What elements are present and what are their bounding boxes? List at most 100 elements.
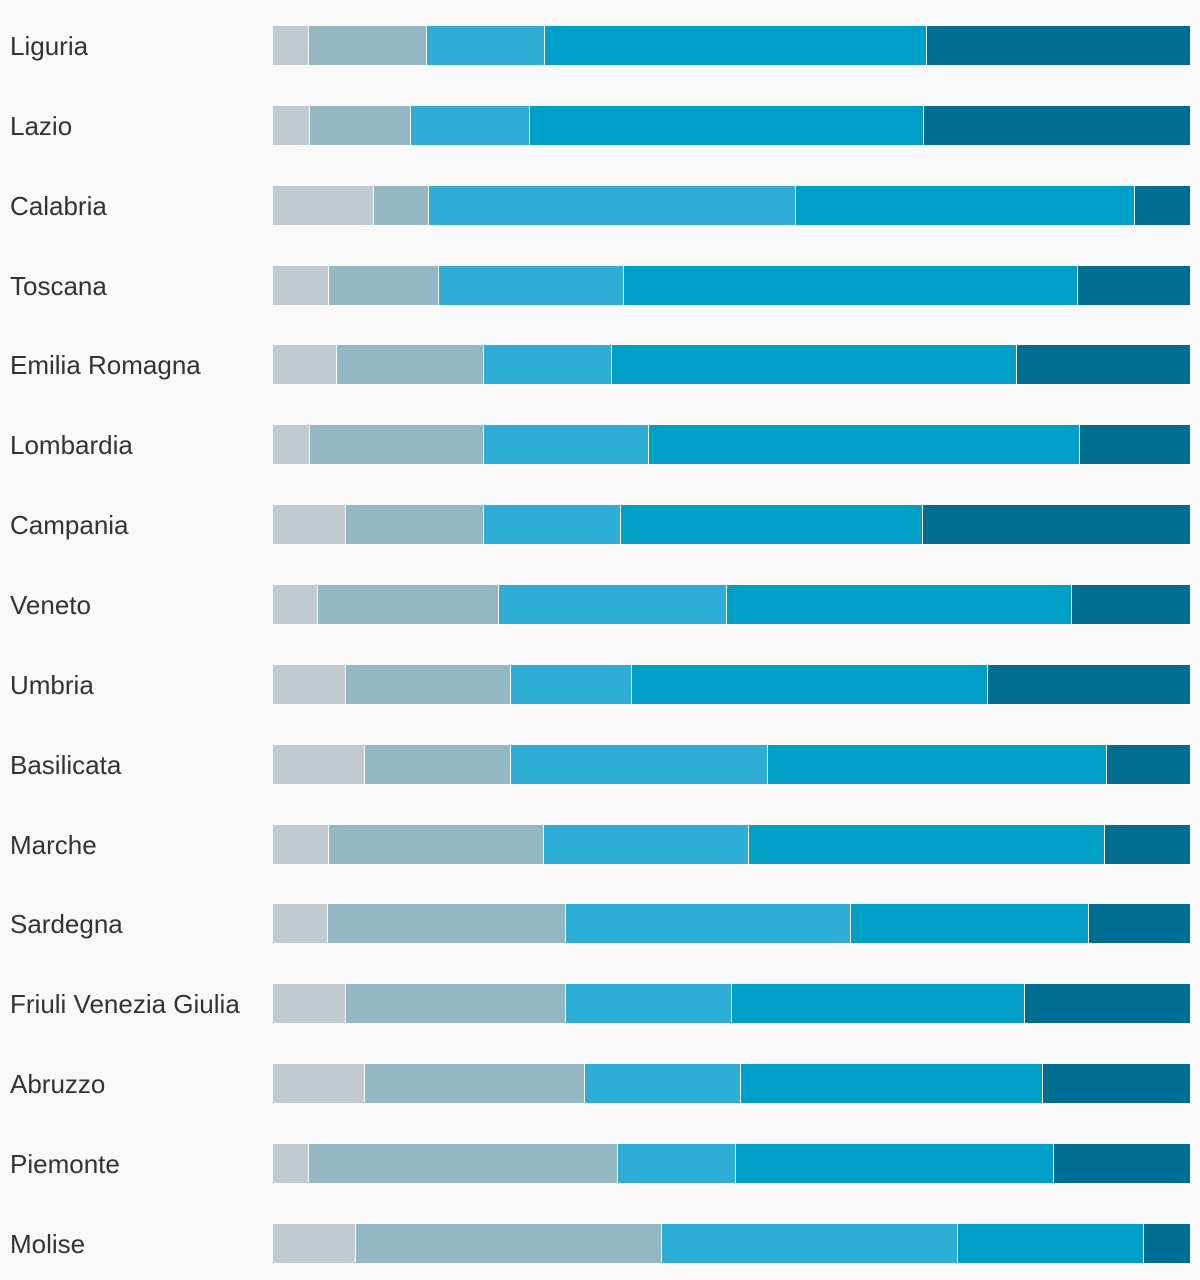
- bar-segment-3: [427, 26, 545, 65]
- chart-row: Piemonte: [0, 1143, 1200, 1184]
- bar-segment-1: [273, 744, 365, 784]
- bar-segment-5: [1078, 265, 1190, 305]
- bar-segment-4: [621, 505, 923, 545]
- bar-segment-3: [484, 345, 612, 385]
- stacked-bar: [273, 345, 1190, 385]
- category-label: Basilicata: [10, 749, 122, 780]
- bar-segment-5: [988, 664, 1190, 704]
- bar-segment-4: [749, 824, 1105, 864]
- bar-segment-3: [429, 185, 796, 225]
- bar-segment-3: [411, 105, 530, 145]
- bar-segment-1: [273, 824, 329, 864]
- bar-segment-2: [346, 505, 484, 545]
- bar-segment-1: [273, 505, 346, 545]
- bar-segment-2: [309, 1143, 618, 1183]
- bar-segment-2: [337, 345, 484, 385]
- bar-segment-2: [310, 425, 484, 465]
- category-label: Liguria: [10, 31, 89, 61]
- stacked-bar: [273, 425, 1190, 465]
- bar-segment-1: [273, 584, 318, 624]
- stacked-bar: [273, 824, 1190, 865]
- stacked-bar: [273, 664, 1190, 705]
- stacked-bar: [273, 984, 1190, 1024]
- bar-segment-5: [1017, 345, 1190, 385]
- bar-segment-2: [328, 904, 566, 944]
- chart-row: Molise: [0, 1223, 1200, 1264]
- bar-segment-5: [1089, 904, 1190, 944]
- chart-row: Liguria: [0, 26, 1200, 66]
- stacked-bar: [273, 584, 1190, 625]
- category-label: Piemonte: [10, 1148, 120, 1179]
- bar-segment-5: [1144, 1223, 1190, 1263]
- bar-segment-2: [318, 584, 499, 624]
- bar-segment-5: [923, 505, 1190, 545]
- bar-segment-3: [499, 584, 727, 624]
- bar-segment-5: [1043, 1064, 1190, 1103]
- stacked-bar: [273, 185, 1190, 226]
- bar-segment-3: [544, 824, 749, 864]
- stacked-bar: [273, 1143, 1190, 1184]
- chart-row: Calabria: [0, 185, 1200, 226]
- bar-segment-5: [1080, 425, 1190, 465]
- chart-row: Lombardia: [0, 425, 1200, 465]
- chart-row: Emilia Romagna: [0, 345, 1200, 385]
- category-label: Veneto: [10, 589, 91, 620]
- bar-segment-1: [273, 1143, 309, 1183]
- category-label: Sardegna: [10, 909, 123, 940]
- bar-segment-4: [741, 1064, 1043, 1103]
- stacked-bar: [273, 904, 1190, 944]
- stacked-bar: [273, 1223, 1190, 1264]
- bar-segment-3: [585, 1064, 741, 1103]
- category-label: Calabria: [10, 190, 107, 221]
- category-label: Abruzzo: [10, 1069, 106, 1099]
- bar-segment-5: [1054, 1143, 1190, 1183]
- bar-segment-2: [346, 984, 566, 1024]
- bar-segment-4: [632, 664, 988, 704]
- category-label: Toscana: [10, 270, 107, 301]
- bar-segment-3: [566, 984, 732, 1024]
- bar-segment-1: [273, 1064, 365, 1103]
- bar-segment-4: [768, 744, 1107, 784]
- category-label: Emilia Romagna: [10, 350, 201, 381]
- chart-row: Lazio: [0, 105, 1200, 146]
- stacked-bar: [273, 1064, 1190, 1104]
- chart-row: Marche: [0, 824, 1200, 865]
- bar-segment-4: [727, 584, 1072, 624]
- bar-segment-1: [273, 984, 346, 1024]
- bar-segment-2: [309, 26, 427, 65]
- category-label: Marche: [10, 829, 97, 860]
- bar-segment-5: [1072, 584, 1190, 624]
- bar-segment-5: [927, 26, 1190, 65]
- bar-segment-2: [329, 265, 439, 305]
- bar-segment-4: [545, 26, 927, 65]
- bar-segment-1: [273, 26, 309, 65]
- bar-segment-4: [958, 1223, 1144, 1263]
- bar-segment-4: [612, 345, 1017, 385]
- chart-row: Umbria: [0, 664, 1200, 705]
- chart-row: Toscana: [0, 265, 1200, 306]
- bar-segment-4: [796, 185, 1135, 225]
- bar-segment-2: [365, 744, 511, 784]
- category-label: Lombardia: [10, 430, 133, 461]
- bar-segment-1: [273, 904, 328, 944]
- chart-row: Friuli Venezia Giulia: [0, 984, 1200, 1024]
- bar-segment-3: [511, 664, 632, 704]
- chart-row: Campania: [0, 505, 1200, 545]
- stacked-bar: [273, 265, 1190, 306]
- bar-segment-1: [273, 664, 346, 704]
- bar-segment-1: [273, 345, 337, 385]
- chart-row: Veneto: [0, 584, 1200, 625]
- bar-segment-4: [530, 105, 924, 145]
- bar-segment-3: [484, 505, 621, 545]
- bar-segment-2: [310, 105, 411, 145]
- category-label: Molise: [10, 1228, 86, 1259]
- bar-segment-4: [624, 265, 1078, 305]
- bar-segment-4: [732, 984, 1025, 1024]
- stacked-bar: [273, 505, 1190, 545]
- bar-segment-1: [273, 425, 310, 465]
- chart-row: Sardegna: [0, 904, 1200, 944]
- bar-segment-2: [356, 1223, 662, 1263]
- bar-segment-1: [273, 1223, 356, 1263]
- bar-segment-3: [662, 1223, 958, 1263]
